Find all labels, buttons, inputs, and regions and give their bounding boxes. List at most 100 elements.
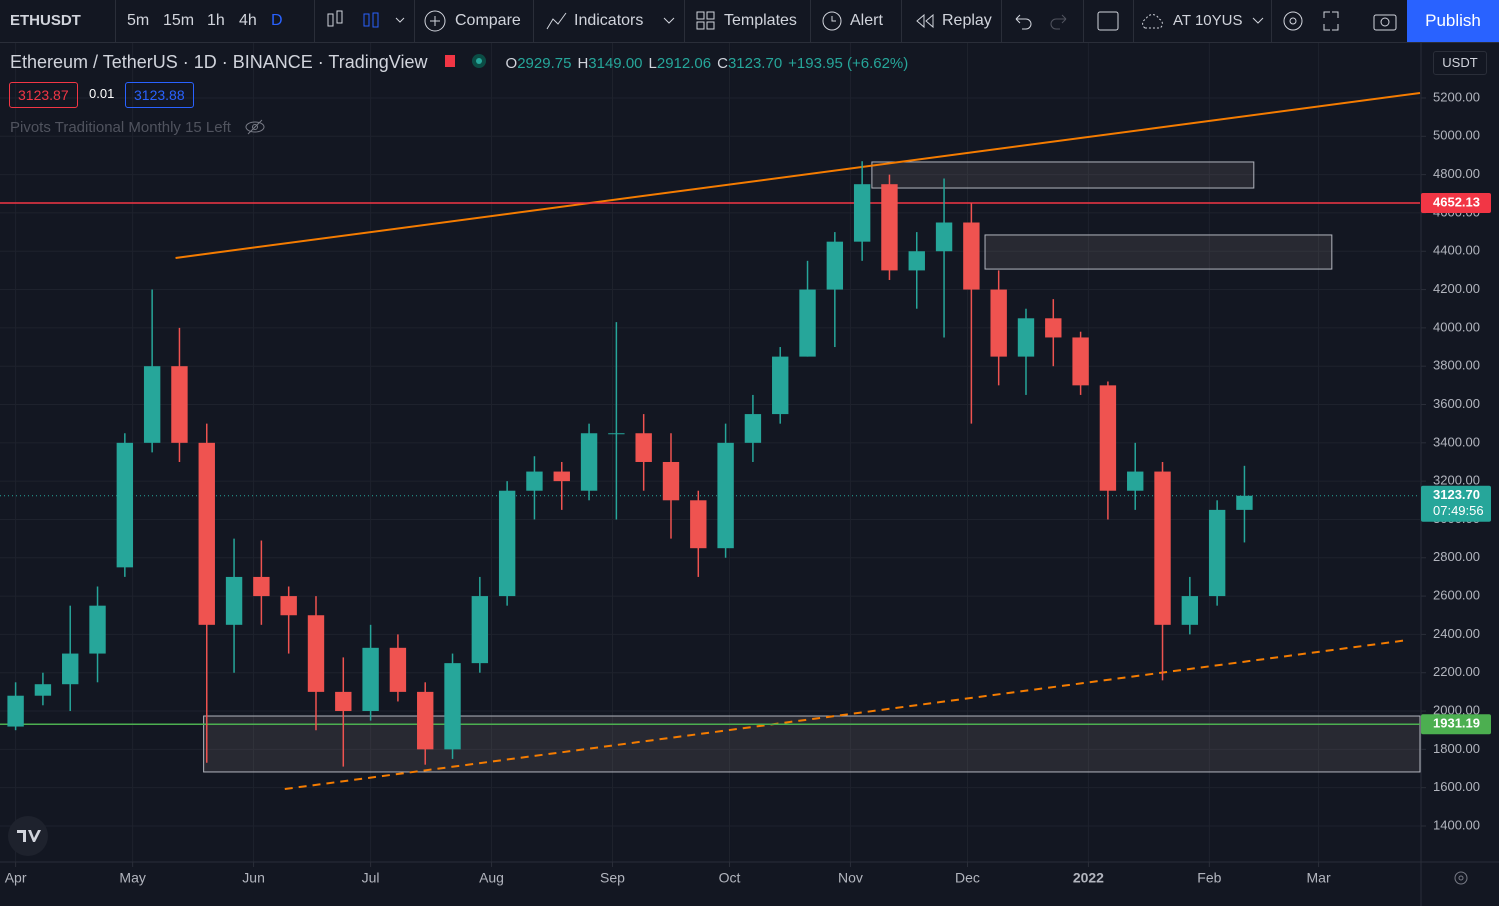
y-tick-label: 2400.00 xyxy=(1433,626,1480,641)
x-tick-label: Jun xyxy=(242,870,265,886)
chart: 1400.00 1600.00 1800.00 2000.00 2200.00 2400.… xyxy=(0,43,1499,906)
icon xyxy=(327,13,334,27)
x-tick-label: 2022 xyxy=(1073,870,1104,886)
ohlc-value: 3149.00 xyxy=(588,55,643,72)
candle-body xyxy=(171,366,188,443)
templates-button[interactable]: Templates xyxy=(724,12,797,29)
ohlc: O2929.75 H3149.00 L2912.06 C3123.70 +193.95 … xyxy=(506,55,909,72)
legend: Ethereum / TetherUS · 1D · BINANCE · Tra… xyxy=(10,52,908,73)
candle-body xyxy=(335,691,352,712)
candle-body xyxy=(990,289,1007,357)
y-tick-label: 4400.00 xyxy=(1433,243,1480,258)
y-tick-label: 2200.00 xyxy=(1433,664,1480,679)
y-tick-label: 4200.00 xyxy=(1433,281,1480,296)
chart-type-icons[interactable] xyxy=(326,8,406,34)
x-tick-label: May xyxy=(119,870,145,886)
alert-icon xyxy=(822,11,842,31)
interval[interactable]: 4h xyxy=(239,12,257,29)
y-tick-label: 1600.00 xyxy=(1433,779,1480,794)
x-tick-label: Mar xyxy=(1307,870,1331,886)
currency-select[interactable]: USDT xyxy=(1433,51,1487,75)
candle-body xyxy=(935,222,953,252)
ohlc-key: H xyxy=(577,55,589,72)
ask-price[interactable]: 3123.88 xyxy=(125,82,194,108)
interval[interactable]: 5m xyxy=(127,12,150,29)
candle-body xyxy=(826,241,844,290)
bid-price[interactable]: 3123.87 xyxy=(9,82,78,108)
y-tick-label: 2600.00 xyxy=(1433,588,1480,603)
icon xyxy=(336,10,343,24)
candle-body xyxy=(580,433,598,491)
candle-body xyxy=(7,695,24,727)
settings-icon[interactable] xyxy=(1454,871,1468,885)
countdown: 07:49:56 xyxy=(1433,503,1484,518)
separator xyxy=(533,0,534,42)
x-tick-label: Aug xyxy=(479,870,504,886)
y-tick-label: 1800.00 xyxy=(1433,741,1480,756)
symbol[interactable]: ETHUSDT xyxy=(10,12,81,29)
templates-icon xyxy=(696,11,715,30)
candle-body xyxy=(498,490,516,597)
layout-name[interactable]: AT 10YUS xyxy=(1173,12,1243,29)
candle-body xyxy=(89,605,106,654)
ohlc-value: 2912.06 xyxy=(656,55,712,72)
ohlc-key: L xyxy=(648,55,657,72)
dropdown-icon[interactable] xyxy=(662,14,676,28)
separator xyxy=(810,0,811,42)
rectangle-drawing xyxy=(203,715,1421,773)
candle-body xyxy=(307,615,325,692)
cloud-icon xyxy=(1142,14,1163,29)
interval[interactable]: 1h xyxy=(207,12,225,29)
candle-body xyxy=(471,596,489,664)
interval[interactable]: D xyxy=(271,12,283,29)
replay-button[interactable]: Replay xyxy=(942,12,992,29)
candle-body xyxy=(908,251,925,271)
y-tick-label: 5200.00 xyxy=(1433,89,1480,104)
alert-button[interactable]: Alert xyxy=(850,12,883,29)
layout-icon[interactable] xyxy=(1097,10,1121,32)
change: +193.95 (+6.62%) xyxy=(788,55,909,72)
indicators-button[interactable]: Indicators xyxy=(574,12,644,29)
x-tick-label: Oct xyxy=(719,870,741,886)
trend-line xyxy=(175,92,1421,259)
icon xyxy=(395,17,405,23)
status-icons xyxy=(444,54,486,68)
spread: 0.01 xyxy=(89,86,115,101)
right-icons[interactable] xyxy=(1280,8,1410,34)
y-tick-label: 4800.00 xyxy=(1433,166,1480,181)
candle-body xyxy=(444,663,461,750)
y-tick-label: 2000.00 xyxy=(1433,702,1480,717)
candle-body xyxy=(717,442,734,549)
dropdown-icon[interactable] xyxy=(1251,14,1265,28)
candle-body xyxy=(799,289,816,357)
compare-button[interactable]: Compare xyxy=(455,12,521,29)
publish-button[interactable]: Publish xyxy=(1407,0,1499,42)
candle-body xyxy=(417,691,434,750)
rectangle-drawing xyxy=(984,234,1333,270)
separator xyxy=(684,0,685,42)
y-tick-label: 4000.00 xyxy=(1433,319,1480,334)
y-tick-label: 3400.00 xyxy=(1433,434,1480,449)
interval[interactable]: 15m xyxy=(163,12,195,29)
x-tick-label: Dec xyxy=(955,870,980,886)
separator xyxy=(1271,0,1272,42)
candle-body xyxy=(608,433,625,435)
hidden-icon[interactable] xyxy=(245,119,269,135)
candle-body xyxy=(1072,337,1089,386)
candle-body xyxy=(1181,596,1199,625)
ohlc-key: C xyxy=(717,55,728,72)
compare-icon xyxy=(424,10,446,32)
undo-redo[interactable] xyxy=(1012,11,1072,31)
candle-body xyxy=(280,596,297,616)
y-tick-label: 3200.00 xyxy=(1433,473,1480,488)
last-price-bg xyxy=(1421,485,1491,522)
y-tick-label: 5000.00 xyxy=(1433,128,1480,143)
candle-body xyxy=(1127,471,1144,491)
candle-body xyxy=(1045,318,1062,338)
y-tick-label: 3800.00 xyxy=(1433,358,1480,373)
candle-body xyxy=(635,433,652,462)
replay-icon xyxy=(916,13,934,29)
y-tick-label: 3600.00 xyxy=(1433,396,1480,411)
candle-body xyxy=(553,471,570,482)
